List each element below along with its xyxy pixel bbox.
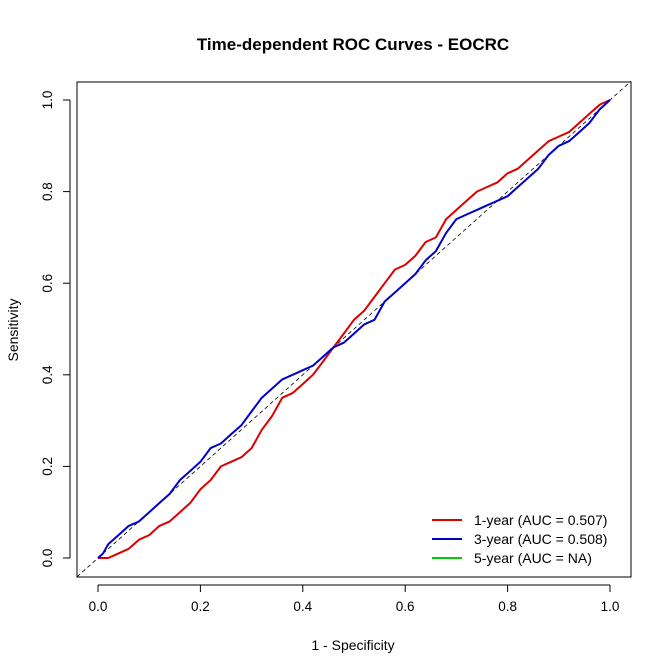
legend-entry-label: 5-year (AUC = NA) — [474, 550, 592, 566]
y-axis-label: Sensitivity — [5, 298, 21, 361]
x-tick-label: 0.8 — [498, 599, 517, 614]
x-tick-label: 0.2 — [191, 599, 210, 614]
legend-entry-label: 3-year (AUC = 0.508) — [474, 531, 607, 547]
y-tick-label: 0.2 — [40, 457, 55, 476]
legend: 1-year (AUC = 0.507) 3-year (AUC = 0.508)… — [432, 512, 607, 566]
plot-frame — [76, 81, 632, 578]
x-tick-label: 0.4 — [293, 599, 312, 614]
series-layer — [97, 99, 611, 559]
reference-diagonal-line — [76, 80, 632, 578]
x-tick-label: 0.0 — [89, 599, 108, 614]
y-axis: 0.0 0.2 0.4 0.6 0.8 1.0 — [40, 91, 71, 568]
legend-entry-label: 1-year (AUC = 0.507) — [474, 512, 607, 528]
y-tick-label: 0.0 — [40, 549, 55, 568]
y-tick-label: 0.6 — [40, 274, 55, 293]
chart-title: Time-dependent ROC Curves - EOCRC — [197, 35, 509, 54]
y-tick-label: 1.0 — [40, 91, 55, 110]
x-tick-label: 0.6 — [396, 599, 415, 614]
y-tick-label: 0.8 — [40, 182, 55, 201]
roc-curve-series-1 — [98, 99, 611, 559]
x-tick-label: 1.0 — [601, 599, 620, 614]
roc-curve-series-2 — [97, 99, 611, 559]
y-tick-label: 0.4 — [40, 365, 55, 384]
x-axis-label: 1 - Specificity — [311, 637, 394, 653]
x-axis: 0.0 0.2 0.4 0.6 0.8 1.0 — [89, 584, 620, 614]
